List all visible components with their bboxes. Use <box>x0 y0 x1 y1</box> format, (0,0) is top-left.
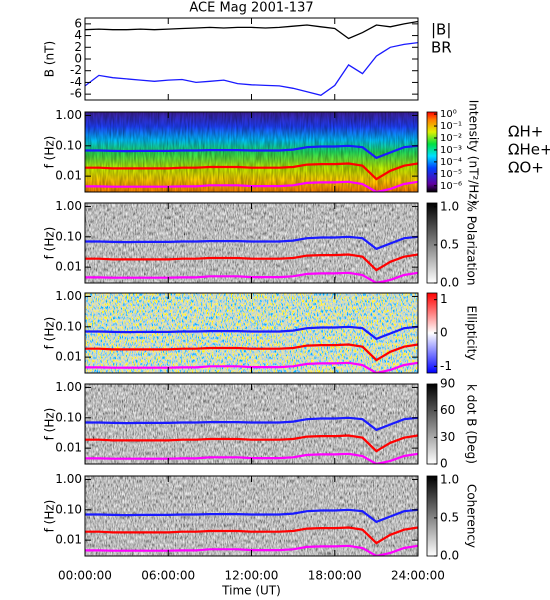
colorbar <box>426 475 438 557</box>
colorbar-tick-label: 0.0 <box>440 549 459 563</box>
y-tick-label: 0.01 <box>55 533 82 547</box>
x-axis-label: Time (UT) <box>221 584 281 598</box>
y-tick-label: 0.10 <box>55 138 82 152</box>
colorbar-tick-label: 0 <box>440 326 448 340</box>
y-tick-label: 1.00 <box>55 289 82 303</box>
series-line <box>85 41 418 97</box>
series-line <box>85 325 418 341</box>
x-tick-label: 18:00:00 <box>308 569 362 583</box>
y-tick-label: 0.10 <box>55 410 82 424</box>
y-axis-label: f (Hz) <box>43 317 57 350</box>
x-tick-label: 06:00:00 <box>141 569 195 583</box>
y-tick-label: 0.01 <box>55 441 82 455</box>
colorbar <box>426 111 438 193</box>
y-tick-label: 2 <box>74 40 82 54</box>
y-axis-label: f (Hz) <box>43 500 57 533</box>
y-tick-label: 6 <box>74 16 82 30</box>
series-line <box>85 343 418 362</box>
y-tick-label: 0.10 <box>55 502 82 516</box>
colorbar-tick-label: 90 <box>440 377 455 391</box>
series-line <box>85 508 418 524</box>
y-tick-label: 0.01 <box>55 260 82 274</box>
colorbar <box>426 383 438 465</box>
y-tick-label: -6 <box>70 87 82 101</box>
series-line <box>85 20 418 40</box>
y-axis-label: f (Hz) <box>43 408 57 441</box>
colorbar-tick-label: 60 <box>440 403 455 417</box>
legend-label: ΩO+ <box>508 159 544 177</box>
y-tick-label: 0 <box>74 52 82 66</box>
series-line <box>85 162 418 181</box>
colorbar-label: k dot B (Deg) <box>465 384 479 464</box>
colorbar-tick-label: 0.0 <box>440 276 459 290</box>
colorbar-tick-label: 10⁻⁵ <box>440 169 462 180</box>
y-tick-label: 4 <box>74 28 82 42</box>
legend-label: ΩH+ <box>508 123 543 141</box>
y-tick-label: 1.00 <box>55 108 82 122</box>
colorbar-tick-label: 10⁻⁶ <box>440 181 462 192</box>
colorbar <box>426 202 438 284</box>
colorbar-tick-label: 10⁻¹ <box>440 121 462 132</box>
series-line <box>85 434 418 453</box>
series-line <box>85 416 418 432</box>
colorbar-label: Coherency <box>465 484 479 548</box>
legend-label: |B| <box>431 21 451 39</box>
colorbar-label: % Polarization <box>465 201 479 286</box>
colorbar-label: Intensity (nT²/Hz) <box>467 100 481 205</box>
x-tick-label: 00:00:00 <box>58 569 112 583</box>
colorbar-tick-label: 10⁻⁴ <box>440 157 462 168</box>
series-line <box>85 526 418 545</box>
colorbar-tick-label: 30 <box>440 430 455 444</box>
series-line <box>85 253 418 272</box>
x-tick-label: 12:00:00 <box>225 569 279 583</box>
y-tick-label: -4 <box>70 75 82 89</box>
legend-label: BR <box>431 39 452 57</box>
series-line <box>85 144 418 160</box>
y-axis-label: f (Hz) <box>43 227 57 260</box>
y-tick-label: 0.01 <box>55 350 82 364</box>
y-axis-label: B (nT) <box>43 41 57 77</box>
x-tick-label: 24:00:00 <box>391 569 445 583</box>
colorbar-tick-label: 0 <box>440 457 448 471</box>
legend-label: ΩHe+ <box>508 141 550 159</box>
colorbar-tick-label: 1.0 <box>440 472 459 486</box>
colorbar-tick-label: 10⁰ <box>440 109 457 120</box>
colorbar-tick-label: 0.5 <box>440 237 459 251</box>
y-tick-label: 1.00 <box>55 380 82 394</box>
colorbar-tick-label: 1.0 <box>440 199 459 213</box>
y-tick-label: 1.00 <box>55 472 82 486</box>
colorbar-tick-label: 0.5 <box>440 510 459 524</box>
y-tick-label: 0.01 <box>55 169 82 183</box>
colorbar-tick-label: 1 <box>440 292 448 306</box>
colorbar-tick-label: 10⁻³ <box>440 145 462 156</box>
y-tick-label: 0.10 <box>55 319 82 333</box>
y-tick-label: -2 <box>70 63 82 77</box>
colorbar-tick-label: -1 <box>440 359 452 373</box>
series-line <box>85 235 418 251</box>
y-axis-label: f (Hz) <box>43 136 57 169</box>
chart-title: ACE Mag 2001-137 <box>189 1 313 16</box>
y-tick-label: 0.10 <box>55 229 82 243</box>
y-tick-label: 1.00 <box>55 199 82 213</box>
colorbar-label: Ellipticity <box>465 306 479 361</box>
colorbar-tick-label: 10⁻² <box>440 133 462 144</box>
